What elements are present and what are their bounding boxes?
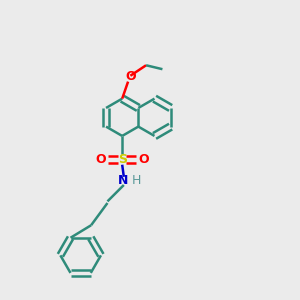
Text: S: S <box>118 153 127 166</box>
Text: O: O <box>125 70 136 83</box>
Text: O: O <box>95 153 106 166</box>
Text: N: N <box>118 174 128 187</box>
Text: H: H <box>132 174 141 187</box>
Text: O: O <box>139 153 149 166</box>
